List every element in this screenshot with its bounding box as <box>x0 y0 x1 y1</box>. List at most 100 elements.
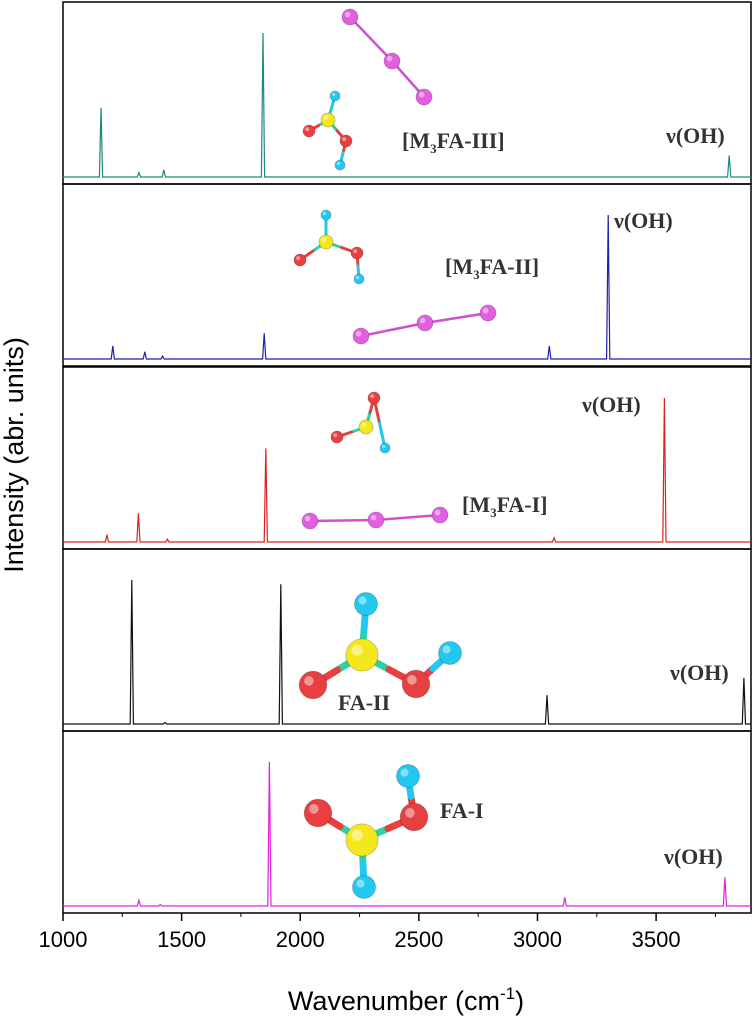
atom-ball <box>339 134 353 148</box>
panel-label-part: FA-II] <box>480 254 539 279</box>
atom-highlight <box>405 808 415 818</box>
atom-highlight <box>351 644 363 656</box>
matrix-bond <box>360 321 426 338</box>
oh-label: ν(OH) <box>665 123 725 148</box>
panel-label: FA-I <box>440 798 484 823</box>
atom-ball <box>353 273 365 285</box>
atom-ball <box>383 52 401 70</box>
x-tick-label: 2000 <box>276 927 325 952</box>
atom-highlight <box>344 11 351 18</box>
atom-highlight <box>386 55 393 62</box>
atom-highlight <box>355 275 360 280</box>
matrix-bond <box>424 311 489 325</box>
panel-frame <box>62 730 752 914</box>
atom-highlight <box>355 330 362 337</box>
atom-highlight <box>304 515 311 522</box>
panel-label-part: [M <box>445 254 473 279</box>
panel-label: [M3FA-II] <box>445 254 539 282</box>
atom-ball <box>354 592 378 616</box>
atom-highlight <box>358 596 367 605</box>
atom-ball <box>320 112 336 128</box>
panel-frame <box>62 183 752 367</box>
atom-ball <box>352 327 370 345</box>
atom-ball <box>379 442 391 454</box>
x-axis-label-main: Wavenumber (cm <box>288 986 500 1016</box>
atom-highlight <box>407 675 417 685</box>
atom-highlight <box>321 237 327 243</box>
atom-ball <box>415 88 433 106</box>
atom-highlight <box>400 768 409 777</box>
series-line <box>63 761 751 907</box>
panel-label-sub: 3 <box>430 141 437 156</box>
x-tick-label: 1500 <box>157 927 206 952</box>
panel-label-sub: 3 <box>473 267 480 282</box>
matrix-bond <box>349 16 393 62</box>
atom-ball <box>399 802 429 832</box>
annotations-group: [M3FA-III] ν(OH)[M3FA-II]ν(OH)[M3FA-I]ν(O… <box>338 123 729 869</box>
atom-ball <box>367 391 381 405</box>
atom-highlight <box>418 91 425 98</box>
panel-label-sub: 3 <box>490 505 497 520</box>
x-axis-label: Wavenumber (cm-1) <box>288 984 524 1016</box>
atom-highlight <box>381 444 386 449</box>
atom-ball <box>352 875 376 899</box>
atom-highlight <box>342 137 347 142</box>
atom-highlight <box>296 256 301 261</box>
panel-label: FA-II <box>338 690 390 715</box>
atom-ball <box>396 764 420 788</box>
atom-highlight <box>370 514 377 521</box>
atom-highlight <box>323 115 329 121</box>
atom-highlight <box>482 307 489 314</box>
oh-label: ν(OH) <box>581 392 641 417</box>
atom-highlight <box>309 804 319 814</box>
atom-highlight <box>353 249 358 254</box>
x-tick-label: 3500 <box>632 927 681 952</box>
atom-ball <box>345 638 379 672</box>
matrix-bond <box>391 60 425 98</box>
atom-ball <box>320 209 332 221</box>
atom-ball <box>479 304 497 322</box>
panel-label: [M3FA-III] <box>402 128 505 156</box>
atom-ball <box>358 419 374 435</box>
atom-highlight <box>442 645 451 654</box>
x-axis-label-end: ) <box>515 986 524 1016</box>
panels-group <box>62 1 752 914</box>
atom-ball <box>345 823 379 857</box>
atom-ball <box>367 511 385 529</box>
atom-ball <box>438 641 462 665</box>
series-line <box>63 397 751 543</box>
atom-ball <box>401 669 431 699</box>
panel-frame <box>62 548 752 732</box>
panel-label: [M3FA-I] <box>462 492 548 520</box>
atom-ball <box>341 8 359 26</box>
atom-highlight <box>370 394 375 399</box>
atom-highlight <box>361 422 367 428</box>
series-line <box>63 32 751 178</box>
matrix-bond <box>375 513 441 522</box>
x-ticks-group: 1000 1500 2000 2500 3000 3500 <box>39 913 716 952</box>
atom-ball <box>431 506 449 524</box>
atom-highlight <box>305 127 310 132</box>
x-axis-label-sup: -1 <box>500 984 515 1003</box>
y-axis-label: Intensity (abr. units) <box>0 337 29 573</box>
atom-ball <box>416 314 434 332</box>
atom-ball <box>293 253 307 267</box>
molecule-drawings <box>293 8 497 899</box>
atom-highlight <box>331 92 336 97</box>
atom-highlight <box>419 317 426 324</box>
series-line <box>63 579 751 725</box>
oh-label: ν(OH) <box>663 844 723 869</box>
panel-label-part: [M <box>462 492 490 517</box>
atom-ball <box>330 430 344 444</box>
atom-highlight <box>322 211 327 216</box>
x-tick-label: 1000 <box>39 927 88 952</box>
x-tick-label: 3000 <box>513 927 562 952</box>
atom-highlight <box>336 161 341 166</box>
panel-label-part: [M <box>402 128 430 153</box>
panel-frame <box>62 366 752 550</box>
atom-ball <box>329 90 341 102</box>
atom-highlight <box>351 829 363 841</box>
atom-ball <box>350 246 364 260</box>
panel-label-part: FA-III] <box>437 128 505 153</box>
